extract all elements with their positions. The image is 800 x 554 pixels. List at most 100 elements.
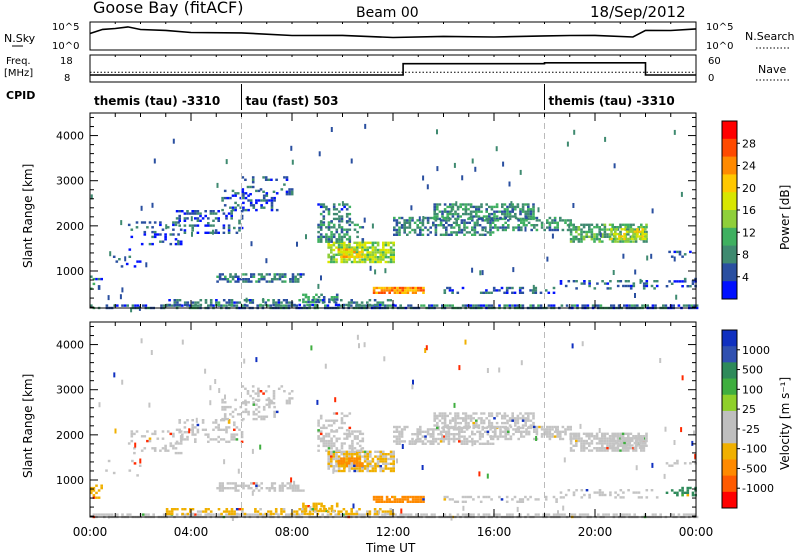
echo-cell bbox=[419, 226, 422, 229]
echo-cell bbox=[220, 438, 223, 441]
echo-cell bbox=[627, 228, 630, 231]
echo-cell bbox=[361, 437, 365, 440]
echo-cell bbox=[287, 513, 291, 516]
echo-cell bbox=[478, 224, 482, 227]
echo-cell bbox=[691, 494, 695, 497]
echo-cell bbox=[191, 508, 195, 511]
echo-cell bbox=[257, 387, 260, 390]
echo-cell bbox=[477, 205, 481, 209]
echo-cell bbox=[233, 301, 236, 304]
echo-cell bbox=[250, 280, 253, 283]
echo-cell bbox=[508, 513, 512, 516]
echo-cell bbox=[254, 392, 258, 395]
echo-cell bbox=[199, 513, 202, 516]
echo-cell bbox=[654, 513, 657, 516]
echo-cell bbox=[322, 439, 326, 443]
echo-cell bbox=[327, 212, 331, 216]
echo-cell bbox=[194, 433, 197, 436]
noise-cell bbox=[532, 284, 535, 290]
echo-cell bbox=[434, 428, 438, 431]
echo-cell bbox=[577, 228, 581, 231]
echo-cell bbox=[374, 260, 377, 264]
echo-cell bbox=[338, 226, 341, 229]
echo-cell bbox=[561, 430, 565, 433]
echo-cell bbox=[338, 223, 341, 227]
echo-cell bbox=[413, 228, 417, 232]
echo-cell bbox=[456, 215, 460, 218]
echo-cell bbox=[475, 210, 478, 213]
echo-cell bbox=[319, 437, 323, 440]
echo-cell bbox=[445, 233, 448, 236]
echo-cell bbox=[384, 510, 387, 513]
echo-cell bbox=[529, 212, 533, 216]
echo-cell bbox=[577, 437, 581, 440]
echo-cell bbox=[527, 414, 530, 418]
echo-cell bbox=[304, 296, 308, 299]
echo-cell bbox=[501, 435, 505, 438]
echo-cell bbox=[340, 447, 344, 450]
echo-cell bbox=[374, 465, 377, 468]
echo-cell bbox=[224, 275, 227, 278]
echo-cell bbox=[624, 284, 628, 288]
echo-cell bbox=[327, 444, 331, 448]
echo-cell bbox=[693, 513, 696, 516]
echo-cell bbox=[482, 412, 486, 415]
echo-cell bbox=[223, 417, 227, 421]
echo-cell bbox=[243, 303, 247, 307]
cpid-segment-label: themis (tau) -3310 bbox=[94, 94, 220, 108]
power-colorbar-tick-label: 8 bbox=[742, 249, 749, 262]
echo-cell bbox=[366, 455, 369, 458]
echo-cell bbox=[130, 432, 134, 436]
echo-cell bbox=[436, 208, 439, 211]
echo-cell bbox=[335, 419, 339, 422]
echo-cell bbox=[356, 248, 359, 252]
echo-cell bbox=[389, 260, 393, 264]
echo-cell bbox=[358, 226, 362, 229]
echo-cell bbox=[327, 244, 330, 247]
noise-cell bbox=[107, 513, 110, 519]
echo-cell bbox=[501, 210, 504, 213]
echo-cell bbox=[519, 417, 522, 420]
echo-cell bbox=[161, 437, 165, 440]
echo-cell bbox=[532, 212, 535, 216]
echo-cell bbox=[358, 250, 361, 254]
echo-cell bbox=[175, 428, 179, 431]
echo-cell bbox=[288, 190, 291, 193]
velocity-colorbar-tick-label: 500 bbox=[742, 364, 763, 377]
echo-cell bbox=[474, 304, 478, 307]
echo-cell bbox=[325, 226, 328, 229]
echo-cell bbox=[224, 487, 227, 490]
echo-cell bbox=[527, 419, 530, 422]
echo-cell bbox=[368, 512, 372, 516]
echo-cell bbox=[357, 513, 361, 516]
echo-cell bbox=[371, 241, 375, 244]
echo-cell bbox=[575, 435, 578, 438]
x-tick-label: 16:00 bbox=[477, 525, 512, 539]
echo-cell bbox=[225, 510, 229, 513]
x-tick-label: 00:00 bbox=[73, 525, 108, 539]
echo-cell bbox=[478, 442, 482, 445]
echo-cell bbox=[355, 459, 359, 463]
echo-cell bbox=[267, 178, 271, 181]
echo-cell bbox=[454, 424, 457, 427]
echo-cell bbox=[434, 226, 438, 229]
echo-cell bbox=[90, 491, 93, 495]
echo-cell bbox=[504, 437, 507, 441]
echo-cell bbox=[569, 447, 573, 450]
echo-cell bbox=[638, 444, 642, 447]
echo-cell bbox=[325, 432, 328, 436]
echo-cell bbox=[216, 280, 219, 283]
echo-cell bbox=[426, 433, 430, 436]
echo-cell bbox=[441, 414, 444, 418]
echo-cell bbox=[403, 226, 406, 229]
echo-cell bbox=[401, 500, 404, 503]
echo-cell bbox=[616, 240, 620, 243]
echo-cell bbox=[465, 221, 469, 224]
echo-cell bbox=[378, 286, 381, 290]
echo-cell bbox=[621, 238, 625, 241]
echo-cell bbox=[593, 238, 596, 241]
echo-cell bbox=[621, 439, 625, 443]
frequency-series bbox=[90, 62, 696, 76]
echo-cell bbox=[334, 303, 338, 307]
echo-cell bbox=[127, 223, 131, 227]
